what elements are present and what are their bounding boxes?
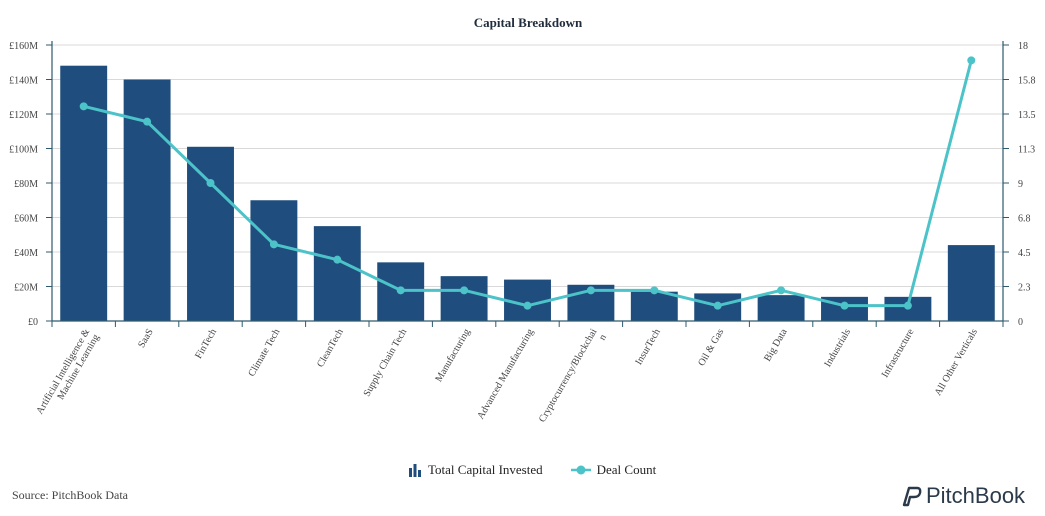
y-left-tick-label: £20M — [14, 283, 38, 294]
bar-chart-icon — [409, 464, 421, 477]
x-tick-label: SaaS — [136, 327, 156, 350]
bars — [60, 65, 995, 321]
deal-count-point — [79, 102, 88, 111]
bar — [757, 295, 805, 321]
legend-label-capital: Total Capital Invested — [428, 462, 543, 477]
bar — [187, 146, 234, 321]
bar — [947, 245, 995, 321]
y-left-tick-label: £120M — [9, 110, 38, 121]
deal-count-point — [586, 286, 595, 295]
bar — [630, 291, 678, 321]
x-tick-label: Oil & Gas — [696, 327, 726, 368]
deal-count-point — [333, 255, 342, 264]
legend: Total Capital Invested Deal Count — [408, 462, 656, 478]
bar — [504, 279, 551, 321]
deal-count-point — [396, 286, 405, 295]
legend-item-capital[interactable]: Total Capital Invested — [408, 462, 543, 478]
y-right-tick-label: 9 — [1018, 179, 1023, 190]
y-left-tick-label: £100M — [9, 145, 38, 156]
x-tick-label: FinTech — [193, 327, 219, 361]
y-right-tick-label: 6.8 — [1018, 214, 1031, 225]
pitchbook-logo: PitchBook — [900, 483, 1025, 509]
deal-count-line — [79, 56, 976, 310]
line-marker-icon — [570, 465, 591, 475]
y-left-tick-label: £40M — [14, 248, 38, 259]
x-tick-label: Climate Tech — [246, 327, 282, 379]
deal-count-point — [206, 179, 215, 187]
bar — [440, 276, 488, 321]
y-left-tick-label: £60M — [14, 214, 38, 225]
bar — [123, 79, 171, 321]
x-tick-label: Cryptocurrency/Blockchain — [537, 327, 609, 430]
deal-count-point — [713, 301, 722, 310]
x-tick-label: Artificial Intelligence &Machine Learnin… — [34, 327, 101, 422]
deal-count-point — [143, 117, 152, 126]
logo-text: PitchBook — [926, 483, 1026, 508]
x-tick-label: Advanced Manufacturing — [475, 327, 536, 421]
deal-count-point — [967, 56, 976, 65]
deal-count-point — [460, 286, 469, 295]
y-right-tick-label: 4.5 — [1018, 248, 1031, 259]
bar — [250, 200, 298, 321]
bar — [313, 226, 361, 321]
y-left-tick-label: £160M — [9, 41, 38, 52]
y-left-tick-label: £0 — [28, 317, 38, 328]
chart-title: Capital Breakdown — [474, 15, 583, 30]
legend-item-deal-count[interactable]: Deal Count — [570, 462, 657, 478]
x-tick-label: Supply Chain Tech — [362, 327, 410, 399]
y-right-tick-label: 15.8 — [1018, 76, 1036, 87]
y-right-tick-label: 11.3 — [1018, 145, 1035, 156]
deal-count-point — [840, 301, 849, 310]
y-right-tick-label: 18 — [1018, 41, 1028, 52]
deal-count-point — [269, 240, 278, 249]
y-left-tick-label: £140M — [9, 76, 38, 87]
pitchbook-logo-icon — [902, 486, 922, 507]
x-tick-label: Manufacturing — [433, 327, 472, 384]
y-right-tick-label: 13.5 — [1018, 110, 1036, 121]
source-note: Source: PitchBook Data — [12, 488, 128, 502]
y-left-tick-label: £80M — [14, 179, 38, 190]
x-tick-label: Infrastructure — [880, 327, 917, 380]
deal-count-point — [650, 286, 659, 295]
x-tick-label: InsurTech — [633, 327, 662, 367]
axes — [46, 41, 1009, 327]
deal-count-point — [523, 301, 532, 310]
deal-count-point — [777, 286, 786, 295]
x-tick-label: CleanTech — [315, 327, 346, 369]
x-tick-label: Big Data — [762, 327, 790, 364]
x-tick-label: All Other Verticals — [933, 327, 980, 398]
legend-label-deal-count: Deal Count — [596, 462, 657, 477]
deal-count-point — [903, 301, 912, 310]
x-tick-label: Industrials — [822, 327, 853, 369]
y-right-tick-label: 2.3 — [1018, 283, 1031, 294]
y-right-tick-label: 0 — [1018, 317, 1023, 328]
